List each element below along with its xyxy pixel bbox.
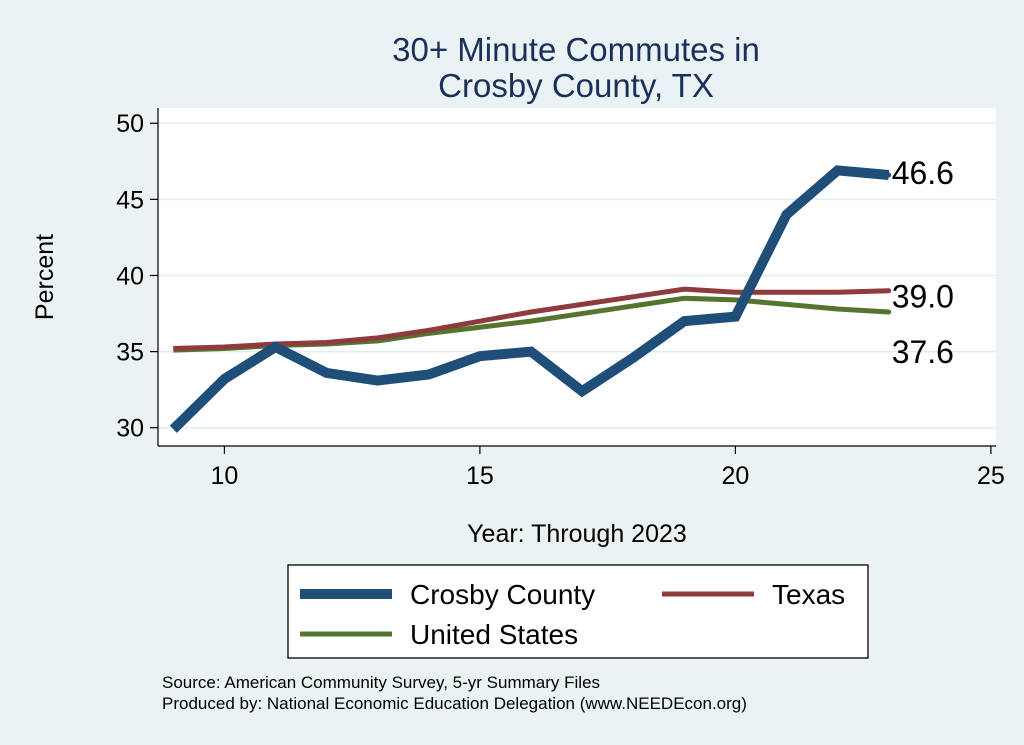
end-marker-united-states — [886, 309, 892, 315]
y-tick-label: 35 — [116, 339, 144, 367]
x-tick-label: 15 — [466, 462, 494, 490]
end-label-texas: 39.0 — [892, 279, 954, 315]
chart-title-line-1: 30+ Minute Commutes in — [392, 31, 760, 68]
series-lines — [169, 165, 890, 433]
y-tick-label: 40 — [116, 262, 144, 290]
y-axis-title: Percent — [31, 234, 59, 320]
y-tick-label: 50 — [116, 110, 144, 138]
end-label-crosby-county: 46.6 — [892, 155, 954, 191]
source-note: Source: American Community Survey, 5-yr … — [162, 673, 600, 692]
legend-label-texas: Texas — [772, 579, 845, 610]
axes — [157, 108, 996, 447]
x-axis-title: Year: Through 2023 — [467, 520, 687, 548]
chart-title-line-2: Crosby County, TX — [438, 67, 714, 104]
legend-label-united-states: United States — [410, 619, 578, 650]
end-labels: 37.6 39.0 46.6 — [886, 155, 954, 370]
end-marker-texas — [886, 288, 892, 294]
y-tick-label: 30 — [116, 415, 144, 443]
legend-label-crosby-county: Crosby County — [410, 579, 595, 610]
end-label-united-states: 37.6 — [892, 334, 954, 370]
x-tick-label: 20 — [721, 462, 749, 490]
y-tick-label: 45 — [116, 186, 144, 214]
y-axis-ticks: 30 35 40 45 50 — [116, 110, 158, 443]
series-line-crosby-county — [169, 165, 890, 433]
legend: Crosby County Texas United States — [287, 564, 869, 659]
x-axis-ticks: 10 15 20 25 — [211, 446, 1005, 490]
x-tick-label: 10 — [211, 462, 239, 490]
end-marker-crosby-county — [886, 172, 892, 178]
producer-note: Produced by: National Economic Education… — [162, 694, 747, 713]
legend-box — [287, 564, 869, 659]
plot-area — [158, 108, 996, 446]
x-tick-label: 25 — [977, 462, 1005, 490]
grid-lines — [158, 122, 996, 429]
series-line-texas — [173, 286, 889, 352]
